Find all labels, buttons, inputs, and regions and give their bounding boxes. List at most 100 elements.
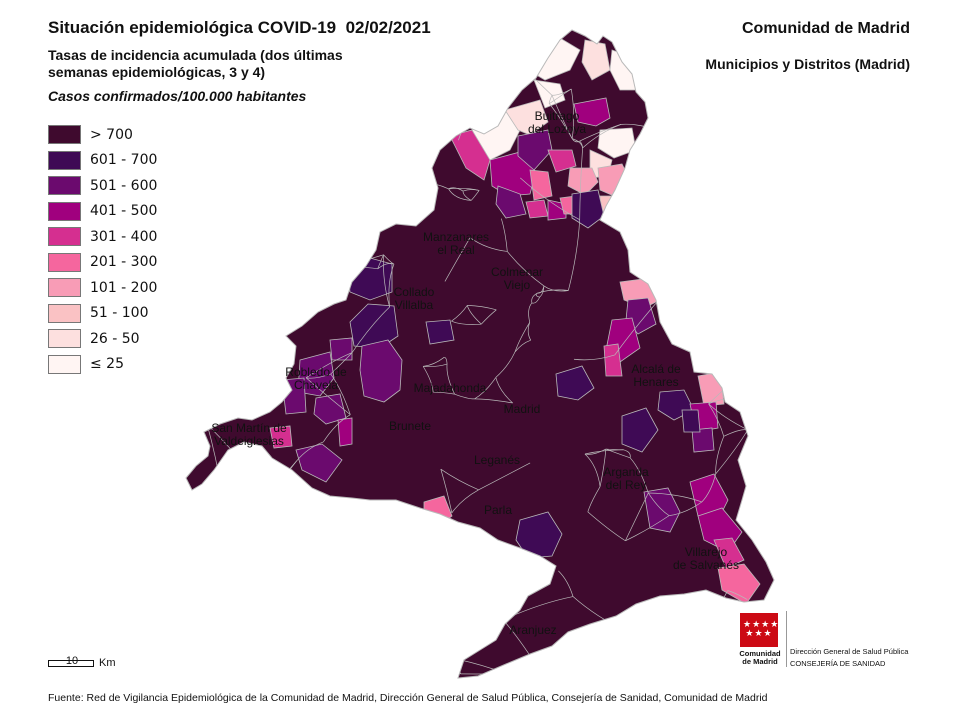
municipal-border-line: [235, 615, 260, 633]
municipality-area: [581, 39, 611, 81]
municipal-border-line: [330, 373, 351, 415]
municipal-border-line: [193, 270, 211, 290]
municipal-border-line: [263, 502, 268, 507]
municipal-border-line: [262, 506, 265, 548]
municipal-border-line: [381, 57, 417, 61]
municipal-border-line: [266, 493, 270, 504]
municipal-border-line: [443, 87, 447, 96]
municipal-border-line: [451, 305, 468, 322]
municipal-border-line: [474, 73, 504, 100]
legend-swatch: [48, 125, 81, 145]
municipal-border-line: [390, 630, 410, 666]
municipality-polygons: [186, 30, 774, 678]
municipal-border-line: [388, 263, 395, 307]
municipal-border-line: [445, 94, 452, 99]
municipal-border-line: [587, 486, 601, 512]
legend-label: 201 - 300: [90, 254, 158, 271]
municipal-border-line: [648, 127, 672, 155]
municipal-border-line: [746, 369, 749, 430]
municipal-border-line: [747, 395, 755, 430]
municipal-border-line: [571, 138, 580, 143]
legend-item: 501 - 600: [48, 173, 157, 199]
legend-label: 601 - 700: [90, 152, 158, 169]
municipal-border-line: [261, 289, 315, 293]
municipal-border-line: [416, 42, 457, 61]
municipal-border-line: [225, 505, 264, 515]
legend-label: 401 - 500: [90, 203, 158, 220]
municipal-border-line: [625, 492, 649, 541]
municipal-border-line: [625, 515, 670, 542]
municipal-border-line: [385, 629, 410, 636]
map-base-area: [186, 30, 774, 678]
municipal-border-line: [261, 503, 269, 548]
municipal-border-line: [623, 449, 631, 458]
municipal-border-line: [296, 441, 324, 462]
municipal-border-line: [548, 95, 553, 104]
municipality-area: [504, 99, 549, 136]
municipal-border-line: [224, 502, 268, 515]
municipality-area: [717, 563, 761, 605]
municipal-border-line: [219, 264, 228, 268]
municipal-border-line: [235, 602, 260, 616]
municipal-border-line: [451, 489, 479, 514]
municipal-border-line: [219, 267, 228, 277]
municipal-border-line: [344, 620, 368, 653]
municipal-border-line: [527, 322, 532, 341]
label-colmenar: Colmenar Viejo: [491, 265, 543, 292]
municipal-border-line: [704, 646, 735, 662]
municipal-border-line: [626, 624, 647, 632]
municipal-border-line: [709, 160, 745, 210]
municipal-border-line: [677, 646, 705, 677]
municipality-area: [529, 169, 553, 201]
municipal-border-line: [450, 592, 455, 599]
label-leganes: Leganés: [474, 453, 520, 467]
municipal-border-line: [333, 190, 344, 197]
municipal-border-line: [351, 306, 390, 353]
comunidad-madrid-logo: ★★★★ ★★★ Comunidad de Madrid Dirección Ge…: [736, 609, 916, 669]
municipal-border-line: [655, 303, 704, 307]
municipal-border-line: [445, 72, 477, 89]
municipal-border-line: [239, 144, 270, 184]
municipal-border-line: [629, 457, 649, 494]
legend-swatch: [48, 150, 81, 170]
municipal-border-line: [217, 276, 221, 304]
scale-bar: 10 Km: [48, 655, 116, 669]
municipal-border-line: [237, 83, 242, 131]
municipal-border-line: [683, 58, 713, 108]
municipal-border-line: [411, 645, 461, 675]
municipal-border-line: [217, 303, 261, 325]
municipal-border-line: [709, 208, 745, 249]
municipal-border-line: [241, 615, 261, 675]
municipal-border-line: [678, 132, 745, 162]
municipal-border-line: [646, 625, 679, 677]
municipality-area: [525, 199, 549, 219]
municipal-border-line: [235, 602, 237, 633]
municipal-border-line: [507, 251, 545, 287]
municipal-border-line: [237, 40, 286, 54]
legend-label: 101 - 200: [90, 279, 158, 296]
legend-item: 101 - 200: [48, 275, 157, 301]
municipal-border-line: [323, 195, 335, 230]
municipality-area: [621, 407, 659, 453]
label-collado: Collado Villalba: [394, 285, 435, 312]
stars-icon: ★★★★ ★★★: [743, 619, 780, 638]
municipal-border-line: [655, 260, 706, 305]
municipal-border-line: [285, 41, 289, 65]
municipal-border-line: [328, 605, 368, 622]
logo-name-line1: Comunidad: [739, 649, 781, 658]
legend-label: > 700: [90, 126, 133, 143]
municipal-border-line: [614, 303, 656, 356]
municipal-border-line: [411, 645, 457, 660]
municipal-border-line: [323, 191, 344, 230]
municipal-border-line: [549, 88, 572, 104]
municipal-border-line: [701, 473, 717, 503]
municipal-border-line: [345, 265, 351, 271]
municipal-border-line: [708, 403, 725, 437]
municipality-area: [313, 393, 347, 425]
municipal-border-line: [705, 247, 745, 261]
municipal-border-line: [503, 55, 512, 74]
municipal-border-line: [390, 645, 413, 666]
municipal-border-line: [579, 147, 583, 220]
label-villarejo: Villarejo de Salvanés: [673, 545, 739, 572]
